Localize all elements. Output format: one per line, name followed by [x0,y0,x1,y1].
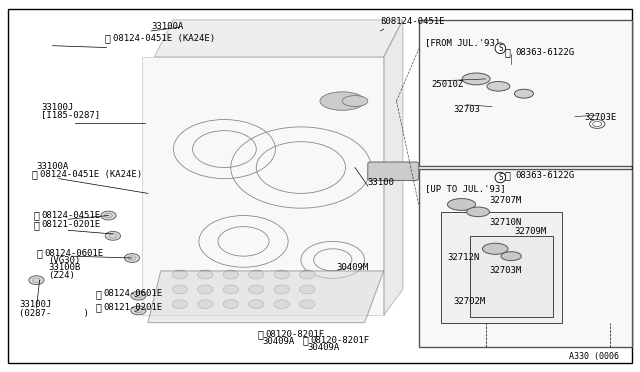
Text: 08121-0201E: 08121-0201E [103,302,163,312]
Circle shape [131,306,146,315]
Text: [FROM JUL.'93]: [FROM JUL.'93] [425,38,500,47]
Text: 08124-0451E (KA24E): 08124-0451E (KA24E) [113,34,215,43]
Ellipse shape [320,92,365,110]
Text: (0287-      ): (0287- ) [19,309,89,318]
Text: 08124-0601E: 08124-0601E [45,249,104,258]
Text: 30409A: 30409A [307,343,339,352]
Circle shape [274,270,289,279]
Text: 33100A: 33100A [151,22,184,31]
Circle shape [223,270,239,279]
Circle shape [124,254,140,262]
Ellipse shape [487,81,510,91]
Text: 32702M: 32702M [454,297,486,306]
Text: 08363-6122G: 08363-6122G [515,171,574,180]
Polygon shape [154,20,403,57]
Ellipse shape [467,207,490,217]
Text: 33100J: 33100J [41,103,73,112]
Text: 30409A: 30409A [262,337,295,346]
Text: 32712N: 32712N [447,253,480,263]
Circle shape [274,300,289,309]
Circle shape [29,276,44,285]
Ellipse shape [483,243,508,254]
Polygon shape [141,57,384,315]
Text: 08124-0451E (KA24E): 08124-0451E (KA24E) [40,170,141,179]
Circle shape [131,291,146,300]
Text: 32703M: 32703M [489,266,521,275]
Text: ß08124-0451E: ß08124-0451E [381,17,445,26]
Text: S: S [498,173,502,182]
Text: 08120-8201F: 08120-8201F [310,336,369,345]
Text: 33100A: 33100A [36,162,68,171]
Text: 32710N: 32710N [489,218,521,227]
Text: 25010Z: 25010Z [431,80,464,89]
Ellipse shape [501,252,522,260]
Bar [419,20,632,166]
Circle shape [198,270,213,279]
Circle shape [300,270,315,279]
FancyBboxPatch shape [368,162,419,180]
Text: 32703: 32703 [454,105,481,114]
Circle shape [105,231,120,240]
Text: Ⓑ: Ⓑ [95,289,101,299]
Text: 32707M: 32707M [489,196,521,205]
Text: 33100B: 33100B [48,263,80,272]
Text: Ⓑ: Ⓑ [33,211,39,221]
Text: Ⓑ: Ⓑ [33,220,39,230]
Text: (Z24): (Z24) [48,271,75,280]
Text: 08121-0201E: 08121-0201E [42,220,100,229]
Text: Ⓢ: Ⓢ [505,47,511,57]
Circle shape [172,285,188,294]
Text: Ⓑ: Ⓑ [95,302,101,312]
Text: 08124-0451E: 08124-0451E [42,211,100,220]
Circle shape [172,300,188,309]
Text: (VG30): (VG30) [48,256,80,265]
Ellipse shape [462,73,490,85]
Text: [I185-0287]: [I185-0287] [41,110,100,120]
Circle shape [172,270,188,279]
Polygon shape [148,271,384,323]
Text: Ⓑ: Ⓑ [302,335,308,345]
Text: 08124-0601E: 08124-0601E [103,289,163,298]
Text: 30409M: 30409M [336,263,368,272]
Text: Ⓑ: Ⓑ [36,248,42,258]
Text: Ⓑ: Ⓑ [257,330,264,339]
Text: Ⓑ: Ⓑ [104,33,111,43]
Circle shape [223,300,239,309]
Circle shape [198,300,213,309]
Text: 08120-8201F: 08120-8201F [266,330,325,339]
Text: A330 (0006: A330 (0006 [570,352,620,361]
Circle shape [223,285,239,294]
Text: 32709M: 32709M [515,227,547,235]
Text: S: S [498,44,502,53]
Text: Ⓑ: Ⓑ [31,169,37,179]
Text: 33100J: 33100J [19,300,51,310]
Ellipse shape [342,96,368,107]
Text: 08363-6122G: 08363-6122G [515,48,574,57]
Circle shape [100,211,116,220]
Bar [441,212,562,323]
Ellipse shape [447,199,476,211]
Circle shape [248,285,264,294]
Bar [470,236,552,317]
Polygon shape [384,20,403,315]
Text: 32703E: 32703E [584,113,617,122]
Circle shape [248,300,264,309]
Text: [UP TO JUL.'93]: [UP TO JUL.'93] [425,184,506,193]
Circle shape [300,285,315,294]
Circle shape [198,285,213,294]
Text: Ⓢ: Ⓢ [505,171,511,181]
Circle shape [248,270,264,279]
Text: 33100: 33100 [368,178,395,187]
Circle shape [300,300,315,309]
Ellipse shape [515,89,534,98]
Bar [419,169,632,347]
Circle shape [274,285,289,294]
